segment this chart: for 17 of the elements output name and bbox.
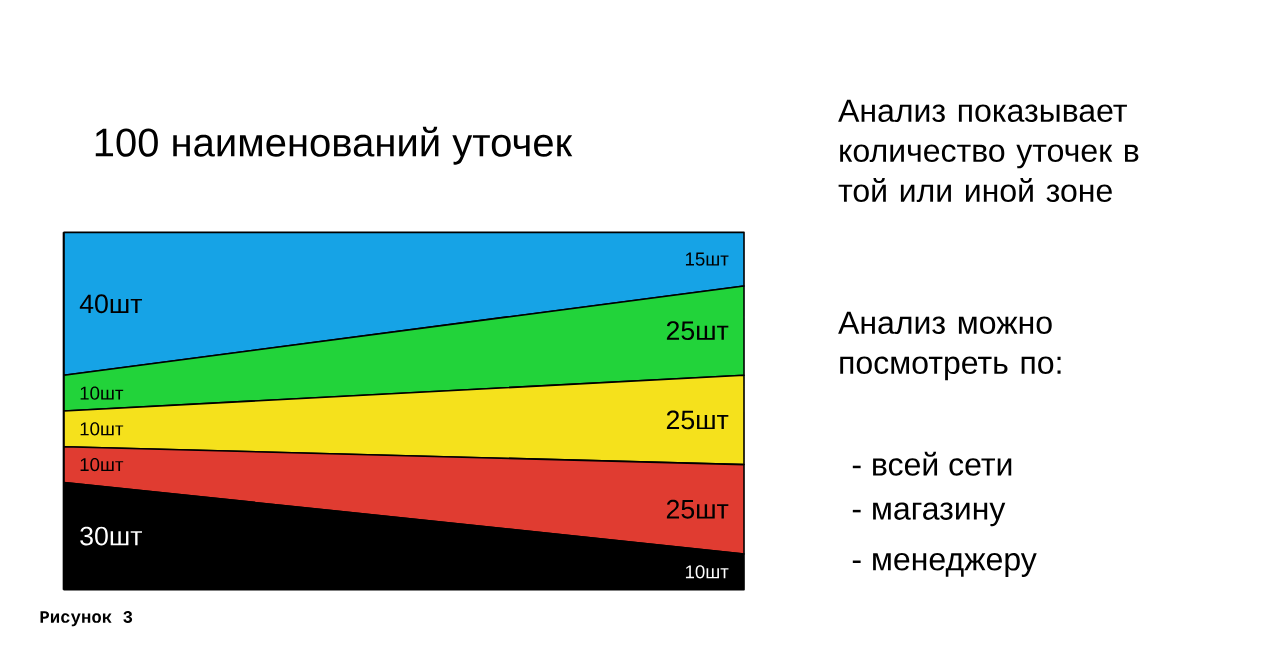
data-label: 30шт xyxy=(80,526,142,546)
data-label: 40шт xyxy=(79,294,142,314)
chart-title: 100 наименований уточек xyxy=(95,126,573,165)
annotation: - менеджеру xyxy=(852,553,1037,577)
data-label: 10шт xyxy=(80,422,124,436)
data-label: 10шт xyxy=(685,565,729,579)
data-label: 25шт xyxy=(666,499,729,519)
data-label: 25шт xyxy=(666,410,729,430)
data-label: 25шт xyxy=(666,321,729,341)
annotation: - всей сети xyxy=(852,451,1012,476)
annotation: Анализ можно посмотреть по: xyxy=(838,311,1061,381)
data-label: 10шт xyxy=(80,386,124,400)
text: Рисунок 3 xyxy=(40,611,133,627)
data-label: 15шт xyxy=(685,252,729,266)
data-label: 10шт xyxy=(80,457,124,472)
text: Анализ показывает количество уточек в той или иной зоне xyxy=(838,99,1139,203)
annotation: - магазину xyxy=(852,502,1006,527)
